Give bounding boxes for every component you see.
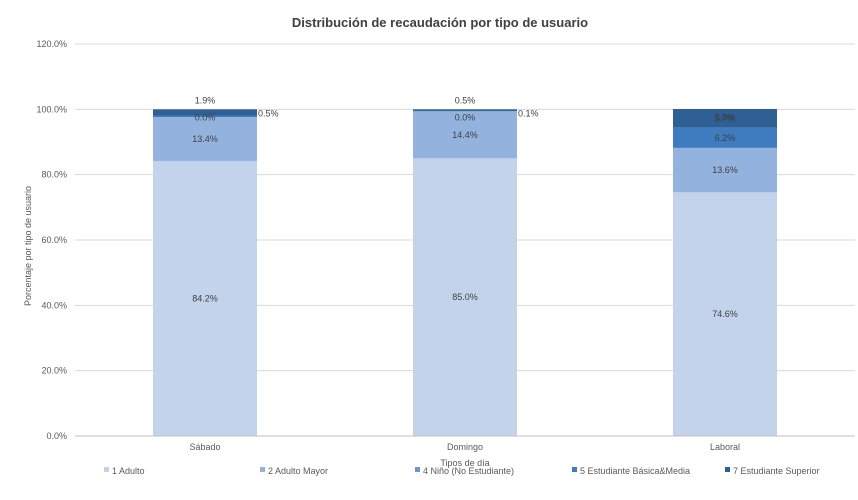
bar-segment: [673, 147, 777, 193]
bar-segment: [413, 109, 517, 111]
legend-swatch: [104, 467, 109, 472]
bar-segment: [673, 192, 777, 436]
data-label: 0.5%: [258, 108, 279, 118]
data-label: 0.0%: [195, 112, 216, 122]
y-tick-label: 80.0%: [41, 170, 67, 180]
legend: 1 Adulto 2 Adulto Mayor 4 Niño (No Estudia…: [104, 466, 820, 476]
x-axis-title: Tipos de día: [440, 458, 489, 468]
data-label: 13.4%: [192, 134, 218, 144]
data-label: 1.9%: [195, 95, 216, 105]
data-label: 5.7%: [715, 113, 736, 123]
data-label: 0.1%: [518, 108, 539, 118]
bars: [153, 109, 777, 437]
x-tick-label: Sábado: [189, 442, 220, 452]
data-labels: 84.2% 13.4% 0.0% 0.5% 1.9% 85.0% 14.4% 0.0% 0.1%…: [192, 95, 738, 319]
data-label: 0.5%: [455, 95, 476, 105]
data-label: 74.6%: [712, 309, 738, 319]
data-label: 6.2%: [715, 133, 736, 143]
y-tick-label: 40.0%: [41, 300, 67, 310]
bar-segment: [153, 117, 257, 161]
legend-swatch: [260, 467, 265, 472]
chart-title: Distribución de recaudación por tipo de …: [292, 15, 588, 30]
legend-label: 1 Adulto: [112, 466, 145, 476]
x-tick-label: Laboral: [710, 442, 740, 452]
y-tick-label: 20.0%: [41, 366, 67, 376]
y-tick-label: 100.0%: [36, 104, 67, 114]
axes: 0.0% 20.0% 40.0% 60.0% 80.0% 100.0% 120.0% Sába…: [36, 39, 855, 452]
legend-swatch: [725, 467, 730, 472]
legend-label: 4 Niño (No Estudiante): [423, 466, 514, 476]
y-tick-label: 120.0%: [36, 39, 67, 49]
y-axis-title: Porcentaje por tipo de usuario: [23, 186, 33, 306]
x-tick-label: Domingo: [447, 442, 483, 452]
bar-segment: [673, 127, 777, 148]
data-label: 14.4%: [452, 130, 478, 140]
bar-segment: [413, 111, 517, 159]
bar-segment: [413, 158, 517, 437]
legend-swatch: [572, 467, 577, 472]
legend-label: 7 Estudiante Superior: [733, 466, 820, 476]
data-label: 0.0%: [455, 112, 476, 122]
y-tick-label: 0.0%: [46, 431, 67, 441]
legend-swatch: [415, 467, 420, 472]
data-label: 84.2%: [192, 293, 218, 303]
data-label: 0.0%: [715, 112, 736, 122]
legend-label: 2 Adulto Mayor: [268, 466, 328, 476]
y-tick-label: 60.0%: [41, 235, 67, 245]
data-label: 85.0%: [452, 292, 478, 302]
bar-segment: [673, 109, 777, 128]
bar-segment: [153, 109, 257, 116]
bar-segment: [153, 115, 257, 118]
data-label: 13.6%: [712, 165, 738, 175]
legend-label: 5 Estudiante Básica&Media: [580, 466, 690, 476]
bar-segment: [153, 160, 257, 437]
